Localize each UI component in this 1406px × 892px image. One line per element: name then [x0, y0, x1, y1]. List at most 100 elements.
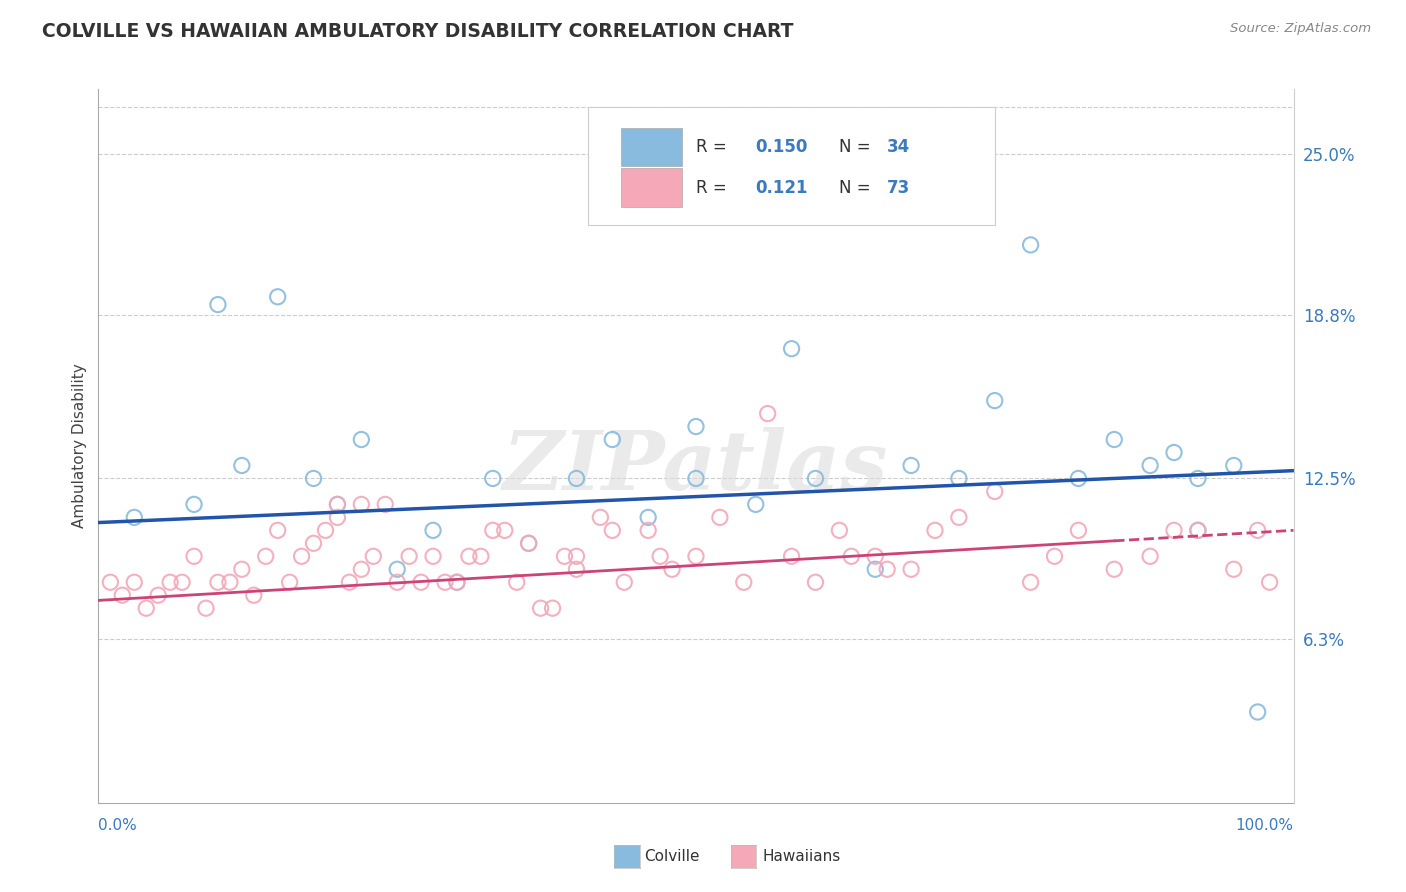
Point — [231, 562, 253, 576]
Point — [745, 497, 768, 511]
Point — [290, 549, 312, 564]
Point — [900, 458, 922, 473]
Point — [648, 549, 672, 564]
Point — [637, 524, 659, 538]
Point — [1246, 524, 1268, 538]
Point — [841, 549, 863, 564]
Text: 0.150: 0.150 — [756, 138, 808, 156]
Point — [422, 524, 444, 538]
Point — [124, 510, 146, 524]
Point — [326, 497, 349, 511]
Point — [302, 536, 325, 550]
Point — [494, 524, 516, 538]
Point — [984, 484, 1007, 499]
Point — [1163, 524, 1185, 538]
Point — [685, 471, 707, 485]
Point — [98, 575, 122, 590]
Point — [517, 536, 540, 550]
Point — [194, 601, 218, 615]
Point — [602, 524, 624, 538]
Point — [326, 510, 349, 524]
Point — [172, 575, 194, 590]
Point — [804, 575, 827, 590]
Point — [637, 510, 659, 524]
Point — [685, 419, 707, 434]
Point — [267, 290, 290, 304]
Point — [111, 588, 134, 602]
Point — [1067, 524, 1090, 538]
Point — [1043, 549, 1066, 564]
Point — [398, 549, 420, 564]
Point — [385, 562, 409, 576]
Point — [148, 588, 170, 602]
Point — [363, 549, 385, 564]
Point — [457, 549, 479, 564]
Point — [1187, 524, 1209, 538]
Point — [685, 549, 707, 564]
Point — [948, 510, 970, 524]
Point — [780, 549, 803, 564]
Point — [661, 562, 683, 576]
Point — [565, 562, 588, 576]
Point — [433, 575, 456, 590]
Point — [924, 524, 946, 538]
Point — [1163, 445, 1185, 459]
Text: N =: N = — [839, 178, 870, 196]
FancyBboxPatch shape — [620, 169, 682, 207]
Point — [984, 393, 1007, 408]
Text: 34: 34 — [887, 138, 911, 156]
Text: ZIPatlas: ZIPatlas — [503, 427, 889, 508]
Text: Hawaiians: Hawaiians — [762, 849, 841, 863]
Point — [876, 562, 898, 576]
Point — [374, 497, 396, 511]
Text: 73: 73 — [887, 178, 911, 196]
Point — [1222, 458, 1246, 473]
Point — [1139, 549, 1161, 564]
Point — [1246, 705, 1268, 719]
Point — [278, 575, 301, 590]
Point — [219, 575, 242, 590]
Point — [565, 471, 588, 485]
Point — [302, 471, 325, 485]
Point — [470, 549, 492, 564]
Text: Source: ZipAtlas.com: Source: ZipAtlas.com — [1230, 22, 1371, 36]
Point — [183, 549, 205, 564]
Point — [733, 575, 755, 590]
Point — [446, 575, 468, 590]
Point — [1019, 575, 1042, 590]
Point — [529, 601, 551, 615]
Point — [135, 601, 157, 615]
Point — [554, 549, 576, 564]
Point — [863, 562, 887, 576]
Point — [565, 549, 588, 564]
Point — [446, 575, 468, 590]
Point — [243, 588, 266, 602]
Text: 0.0%: 0.0% — [98, 818, 138, 832]
Point — [517, 536, 540, 550]
Text: 100.0%: 100.0% — [1236, 818, 1294, 832]
Point — [267, 524, 290, 538]
Point — [756, 407, 779, 421]
Point — [1102, 433, 1125, 447]
Point — [350, 562, 373, 576]
Point — [159, 575, 181, 590]
Text: 0.121: 0.121 — [756, 178, 808, 196]
Text: N =: N = — [839, 138, 870, 156]
Point — [1019, 238, 1042, 252]
Point — [207, 575, 229, 590]
Point — [411, 575, 433, 590]
Point — [589, 510, 612, 524]
Text: COLVILLE VS HAWAIIAN AMBULATORY DISABILITY CORRELATION CHART: COLVILLE VS HAWAIIAN AMBULATORY DISABILI… — [42, 22, 793, 41]
Point — [339, 575, 360, 590]
Point — [231, 458, 253, 473]
Point — [804, 471, 827, 485]
Point — [506, 575, 529, 590]
Point — [1139, 458, 1161, 473]
Point — [709, 510, 731, 524]
FancyBboxPatch shape — [620, 128, 682, 166]
Point — [124, 575, 146, 590]
Point — [948, 471, 970, 485]
Point — [183, 497, 205, 511]
Point — [481, 471, 505, 485]
Point — [1067, 471, 1090, 485]
